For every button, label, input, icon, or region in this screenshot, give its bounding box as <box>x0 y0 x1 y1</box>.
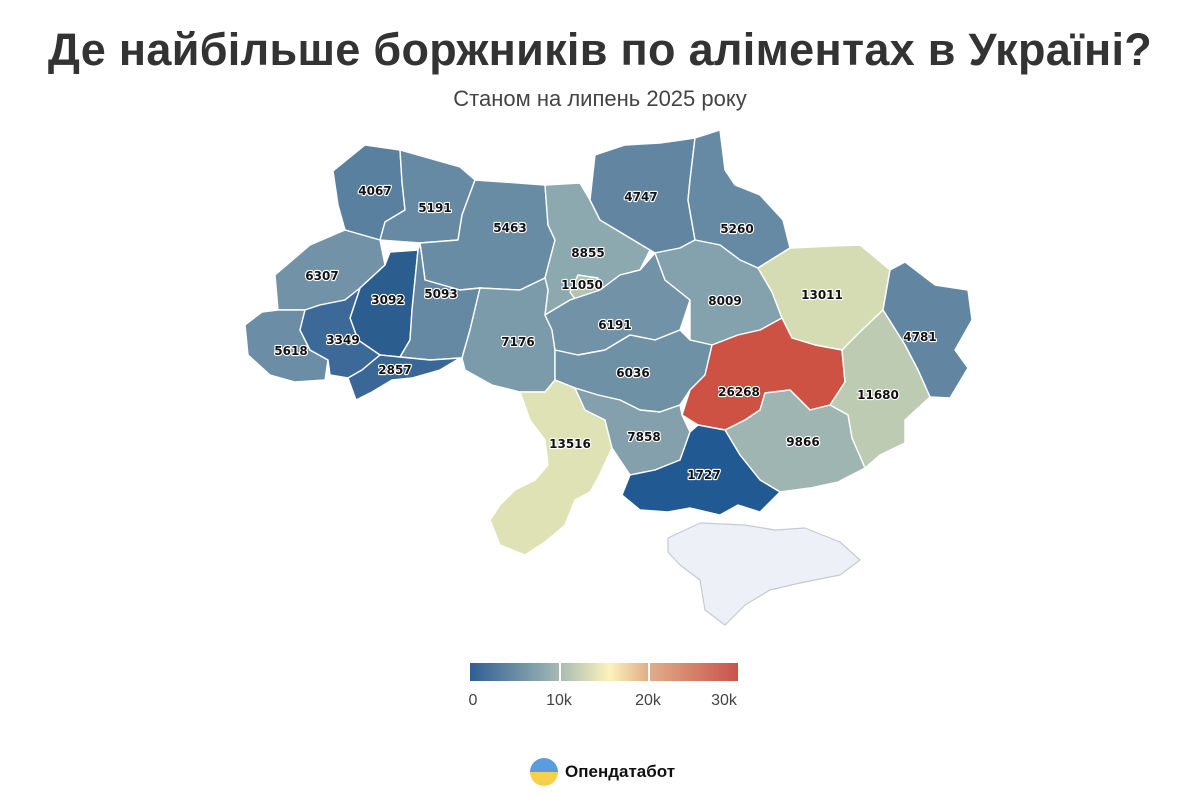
region-label-luhansk: 4781 <box>903 330 936 344</box>
legend-tick-20k: 20k <box>635 692 661 709</box>
region-label-ternopil: 3092 <box>371 293 404 307</box>
legend-tick-30k: 30k <box>711 692 737 709</box>
region-label-dnipropetrovsk: 26268 <box>718 385 760 399</box>
map-title: Де найбільше боржників по аліментах в Ук… <box>47 24 1153 75</box>
region-kherson <box>621 424 781 516</box>
region-label-chernivtsi: 2857 <box>378 363 411 377</box>
region-label-rivne: 5191 <box>418 201 451 215</box>
map-subtitle: Станом на липень 2025 року <box>453 86 747 111</box>
region-crimea <box>667 522 861 626</box>
legend-tick-0: 0 <box>468 692 478 709</box>
region-label-kharkiv: 13011 <box>801 288 843 302</box>
region-label-khmelnytskyi: 5093 <box>424 287 457 301</box>
region-label-kherson: 1727 <box>687 468 720 482</box>
region-label-zhytomyr: 5463 <box>493 221 526 235</box>
region-label-ivano-frankivsk: 3349 <box>326 333 359 347</box>
legend-separator <box>559 663 561 681</box>
region-label-volyn: 4067 <box>358 184 391 198</box>
region-label-kirovohrad: 6036 <box>616 366 649 380</box>
opendatabot-logo-icon <box>530 758 558 786</box>
region-label-lviv: 6307 <box>305 269 338 283</box>
brand-name: Опендатабот <box>565 762 676 781</box>
region-label-donetsk: 11680 <box>857 388 899 402</box>
legend-tick-10k: 10k <box>546 692 572 709</box>
region-label-chernihiv: 4747 <box>624 190 657 204</box>
region-label-poltava: 8009 <box>708 294 741 308</box>
region-label-sumy: 5260 <box>720 222 753 236</box>
region-label-kyiv-city: 11050 <box>561 278 603 292</box>
region-chernivtsi <box>347 354 461 401</box>
region-label-cherkasy: 6191 <box>598 318 631 332</box>
legend-separator <box>648 663 650 681</box>
legend-color-bar <box>470 663 738 681</box>
regions-layer <box>244 129 973 556</box>
region-label-vinnytsia: 7176 <box>501 335 534 349</box>
region-label-odesa: 13516 <box>549 437 591 451</box>
region-label-mykolaiv: 7858 <box>627 430 660 444</box>
region-label-zaporizhzhia: 9866 <box>786 435 819 449</box>
brand-footer: Опендатабот <box>530 757 675 787</box>
region-label-kyiv-oblast: 8855 <box>571 246 604 260</box>
region-value-labels: 4067 5191 5463 8855 4747 5260 6307 3092 5093 1105… <box>273 183 938 483</box>
region-label-zakarpattia: 5618 <box>274 344 307 358</box>
